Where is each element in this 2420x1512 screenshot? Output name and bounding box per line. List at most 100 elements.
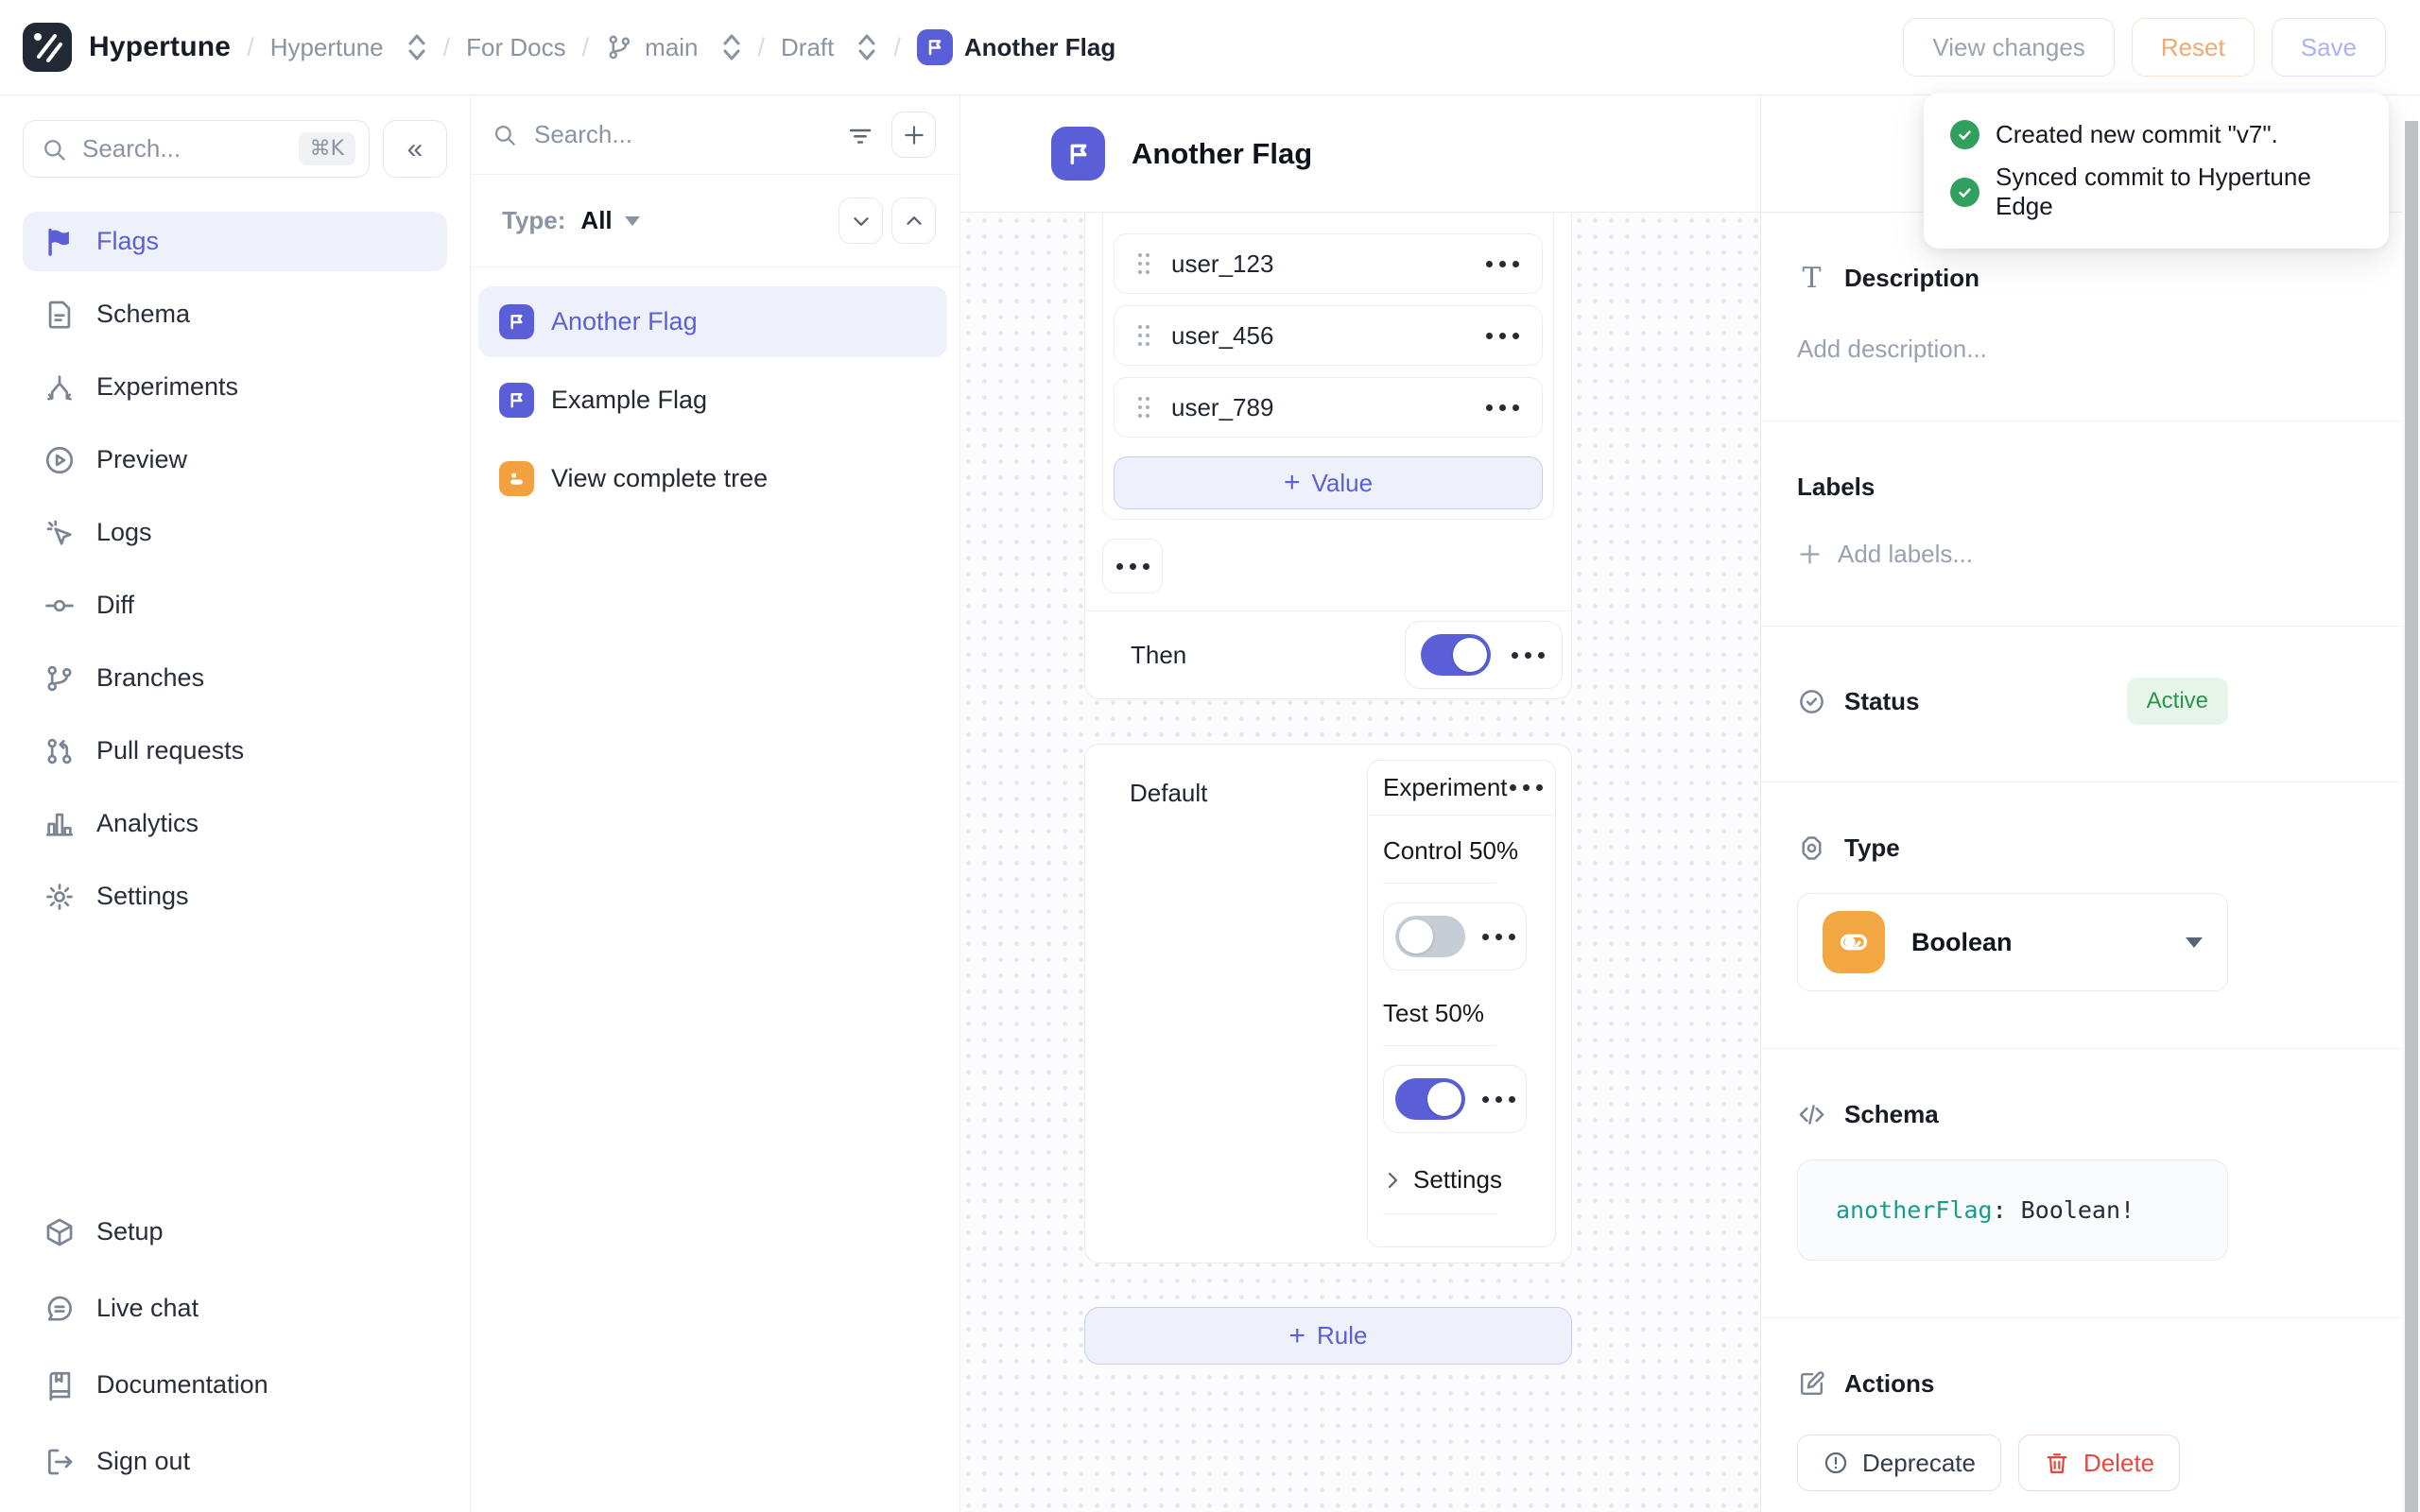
experiment-label: Experiment <box>1383 773 1508 801</box>
sidebar-item-label: Logs <box>96 518 152 546</box>
sidebar-search-input[interactable]: Search... ⌘K <box>23 120 370 178</box>
sidebar-item-pull-requests[interactable]: Pull requests <box>23 721 447 781</box>
add-value-button[interactable]: + Value <box>1114 456 1543 509</box>
flag-list-item-label: View complete tree <box>551 464 769 492</box>
value-text[interactable]: user_789 <box>1171 392 1274 421</box>
more-options-icon[interactable] <box>1484 399 1521 417</box>
sidebar-item-settings[interactable]: Settings <box>23 867 447 926</box>
flag-icon <box>48 228 69 256</box>
flag-search-input[interactable]: Search... <box>534 120 633 148</box>
page-scrollbar[interactable] <box>2402 121 2420 1512</box>
drag-handle[interactable] <box>1135 321 1152 350</box>
test-toggle[interactable] <box>1395 1078 1465 1120</box>
value-row: user_789 <box>1114 377 1543 438</box>
view-changes-button[interactable]: View changes <box>1903 18 2115 77</box>
sidebar-item-label: Schema <box>96 300 191 328</box>
control-toggle-group <box>1383 902 1527 971</box>
chevron-right-icon <box>1388 1172 1398 1188</box>
value-text[interactable]: user_123 <box>1171 249 1274 278</box>
toast-message: Synced commit to Hypertune Edge <box>1996 163 2311 220</box>
bar-chart-icon <box>45 813 74 836</box>
page-title: Another Flag <box>1132 136 1313 170</box>
description-input[interactable]: Add description... <box>1797 335 1987 363</box>
sidebar-item-label: Live chat <box>96 1294 199 1322</box>
status-badge: Active <box>2126 678 2228 725</box>
collapse-sidebar-button[interactable]: « <box>383 120 447 178</box>
value-text[interactable]: user_456 <box>1171 320 1274 350</box>
delete-button[interactable]: Delete <box>2017 1435 2181 1491</box>
default-card: Default Experiment Control 50% <box>1084 744 1572 1263</box>
add-rule-button[interactable]: + Rule <box>1084 1307 1572 1365</box>
section-title: Actions <box>1844 1369 1935 1398</box>
sidebar-item-logs[interactable]: Logs <box>23 503 447 562</box>
section-title: Description <box>1844 264 1980 292</box>
type-select[interactable]: Boolean <box>1797 893 2228 991</box>
flag-list-item-another-flag[interactable]: Another Flag <box>478 286 947 357</box>
experiment-settings-toggle[interactable]: Settings <box>1383 1165 1540 1194</box>
more-options-icon[interactable] <box>1508 779 1545 797</box>
scrollbar-thumb[interactable] <box>2405 121 2418 1512</box>
value-row: user_456 <box>1114 305 1543 366</box>
schema-section: Schema anotherFlag: Boolean! <box>1761 1049 2420 1318</box>
sidebar-item-label: Setup <box>96 1217 164 1246</box>
experiment-card: Experiment Control 50% Test 50% <box>1367 760 1556 1247</box>
breadcrumb-project[interactable]: Hypertune <box>270 31 427 63</box>
sidebar-item-label: Branches <box>96 663 205 692</box>
breadcrumb-flag[interactable]: Another Flag <box>916 29 1115 65</box>
then-toggle[interactable] <box>1421 634 1491 676</box>
filter-icon[interactable] <box>846 121 874 149</box>
more-options-icon[interactable] <box>1480 928 1517 946</box>
chat-bubble-icon <box>47 1296 72 1321</box>
expand-all-button[interactable] <box>891 198 936 244</box>
sidebar-item-experiments[interactable]: Experiments <box>23 357 447 417</box>
breadcrumb-branch[interactable]: main <box>605 31 741 63</box>
plus-icon <box>904 125 924 145</box>
add-labels-button[interactable]: Add labels... <box>1797 540 2228 569</box>
section-title: Schema <box>1844 1100 1939 1128</box>
sidebar-item-live-chat[interactable]: Live chat <box>23 1279 447 1338</box>
more-options-icon[interactable] <box>1510 646 1547 664</box>
reset-button[interactable]: Reset <box>2131 18 2255 77</box>
drag-handle[interactable] <box>1135 249 1152 278</box>
editor-canvas: user_123 user_456 user_789 + Value <box>960 213 1760 1512</box>
shortcut-badge: ⌘K <box>298 132 355 165</box>
more-options-icon[interactable] <box>1480 1091 1517 1108</box>
status-badge-icon <box>1797 687 1826 716</box>
chevron-down-icon <box>853 216 869 226</box>
breadcrumb-repo[interactable]: For Docs <box>466 32 566 61</box>
add-flag-button[interactable] <box>891 112 936 158</box>
drag-handle[interactable] <box>1135 393 1152 421</box>
save-button[interactable]: Save <box>2271 18 2386 77</box>
pull-request-icon <box>47 738 72 764</box>
description-section: T Description Add description... <box>1761 213 2420 421</box>
sidebar-item-branches[interactable]: Branches <box>23 648 447 708</box>
sidebar-item-analytics[interactable]: Analytics <box>23 794 447 853</box>
sidebar-item-setup[interactable]: Setup <box>23 1202 447 1262</box>
collapse-all-button[interactable] <box>838 198 883 244</box>
sidebar-item-diff[interactable]: Diff <box>23 576 447 635</box>
sidebar-item-documentation[interactable]: Documentation <box>23 1355 447 1415</box>
flag-list-item-view-complete-tree[interactable]: View complete tree <box>478 443 947 514</box>
flag-list-item-label: Another Flag <box>551 307 698 335</box>
variant-label: Test 50% <box>1383 999 1484 1027</box>
rule-more-options-button[interactable] <box>1102 539 1163 593</box>
flag-icon <box>916 29 953 65</box>
values-list: user_123 user_456 user_789 + Value <box>1102 213 1554 520</box>
type-filter-value[interactable]: All <box>580 206 613 234</box>
divider <box>1383 1045 1496 1046</box>
sidebar-item-sign-out[interactable]: Sign out <box>23 1432 447 1491</box>
cube-icon <box>46 1218 73 1246</box>
more-options-icon[interactable] <box>1484 255 1521 273</box>
sidebar-item-preview[interactable]: Preview <box>23 430 447 490</box>
diff-icon <box>45 599 74 611</box>
deprecate-button[interactable]: Deprecate <box>1797 1435 2001 1491</box>
flag-list-item-example-flag[interactable]: Example Flag <box>478 365 947 436</box>
sidebar-item-schema[interactable]: Schema <box>23 284 447 344</box>
breadcrumb-commit[interactable]: Draft <box>781 31 877 63</box>
more-options-icon[interactable] <box>1484 327 1521 345</box>
sidebar-item-label: Settings <box>96 882 189 910</box>
sidebar-item-flags[interactable]: Flags <box>23 212 447 271</box>
control-toggle[interactable] <box>1395 916 1465 957</box>
schema-field-name: anotherFlag <box>1836 1196 1993 1224</box>
sidebar-item-label: Analytics <box>96 809 199 837</box>
